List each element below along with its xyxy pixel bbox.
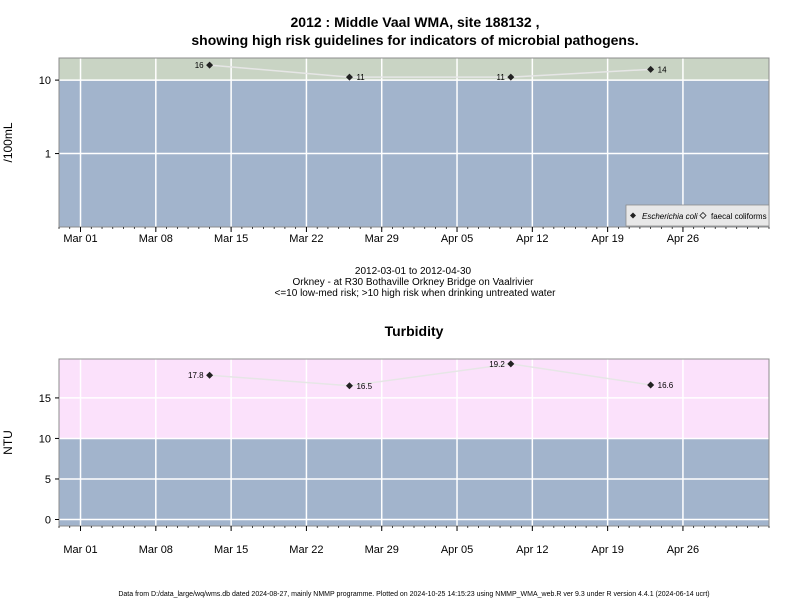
site-caption: Orkney - at R30 Bothaville Orkney Bridge… <box>292 277 534 288</box>
data-point <box>345 73 353 81</box>
figure-title-line2: showing high risk guidelines for indicat… <box>191 32 638 48</box>
data-point <box>206 61 214 69</box>
y-axis-title: /100mL <box>1 122 15 162</box>
data-label: 16 <box>195 61 204 70</box>
y-tick-label: 10 <box>39 75 51 87</box>
high-risk-band <box>59 58 769 81</box>
x-tick-label: Apr 26 <box>667 233 699 245</box>
figure-title-line1: 2012 : Middle Vaal WMA, site 188132 , <box>291 14 540 30</box>
risk-caption: <=10 low-med risk; >10 high risk when dr… <box>275 288 557 299</box>
high-risk-band <box>59 359 769 439</box>
legend-marker-ecoli <box>630 212 636 219</box>
data-label: 16.5 <box>356 382 372 391</box>
x-tick-label: Mar 22 <box>289 544 323 556</box>
data-label: 11 <box>356 73 365 82</box>
x-tick-label: Apr 05 <box>441 233 473 245</box>
y-tick-label: 15 <box>39 393 51 405</box>
series-line <box>209 363 651 387</box>
data-label: 17.8 <box>188 371 204 380</box>
microbial-panel: 1 10 Mar 01 Mar 08 Mar 15 Mar 22 Mar 29 Apr 05 A… <box>1 57 770 245</box>
x-tick-label: Mar 29 <box>365 544 399 556</box>
x-tick-label: Mar 15 <box>214 544 248 556</box>
legend-label-ecoli: Escherichia coli <box>642 212 698 221</box>
series-line <box>209 64 651 78</box>
data-point <box>206 371 214 379</box>
x-tick-label: Mar 15 <box>214 233 248 245</box>
data-label: 11 <box>497 73 506 82</box>
x-tick-label: Apr 19 <box>591 544 623 556</box>
y-tick-label: 10 <box>39 433 51 445</box>
legend-box <box>625 204 770 227</box>
data-label: 19.2 <box>489 360 505 369</box>
x-tick-label: Apr 19 <box>591 233 623 245</box>
data-point <box>507 360 515 368</box>
x-tick-label: Mar 08 <box>139 544 173 556</box>
panel-title: Turbidity <box>385 323 444 339</box>
footer-note: Data from D:/data_large/wq/wms.db dated … <box>118 591 709 598</box>
data-label: 14 <box>658 65 667 74</box>
x-tick-label: Mar 01 <box>63 233 97 245</box>
x-tick-label: Apr 12 <box>516 233 548 245</box>
x-tick-label: Apr 05 <box>441 544 473 556</box>
data-point <box>647 381 655 389</box>
legend-label-faecal: faecal coliforms <box>711 212 767 221</box>
legend-marker-faecal <box>699 211 707 220</box>
x-tick-label: Mar 29 <box>365 233 399 245</box>
x-tick-label: Mar 01 <box>63 544 97 556</box>
y-axis-title: NTU <box>1 430 15 455</box>
x-tick-label: Apr 26 <box>667 544 699 556</box>
data-label: 16.6 <box>658 381 674 390</box>
y-tick-label: 0 <box>45 515 51 527</box>
low-risk-band <box>59 438 769 526</box>
x-tick-label: Apr 12 <box>516 544 548 556</box>
data-point <box>507 73 515 81</box>
x-tick-label: Mar 22 <box>289 233 323 245</box>
y-tick-label: 1 <box>45 149 51 161</box>
data-point <box>345 382 353 390</box>
date-range-caption: 2012-03-01 to 2012-04-30 <box>355 266 472 277</box>
data-point <box>647 65 655 73</box>
y-tick-label: 5 <box>45 474 51 486</box>
x-tick-label: Mar 08 <box>139 233 173 245</box>
turbidity-panel: 0 5 10 15 Mar 01 Mar 08 Mar 15 Mar 22 Mar 29 Apr … <box>1 323 770 556</box>
